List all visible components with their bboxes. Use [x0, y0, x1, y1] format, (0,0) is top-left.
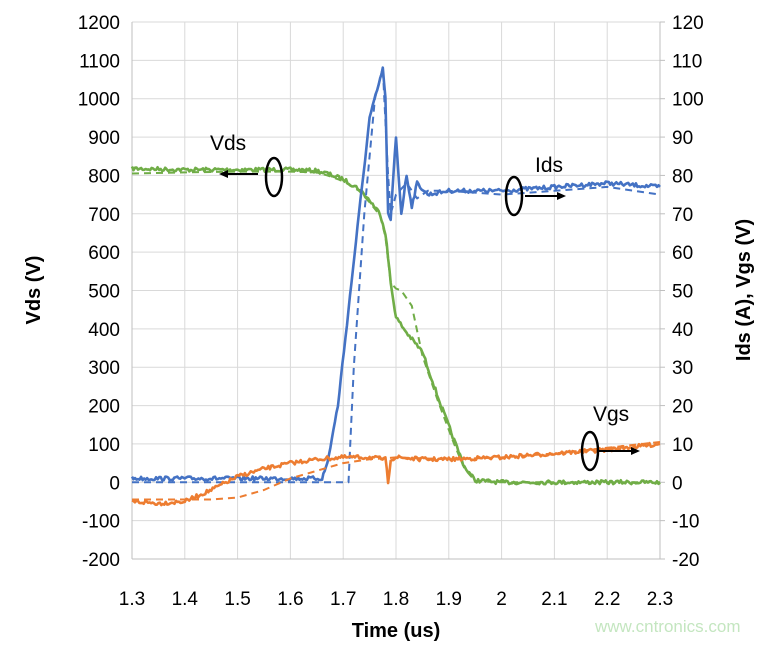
y-tick-label: 600 [88, 243, 120, 264]
annotation-vgs-label: Vgs [593, 403, 629, 426]
arrowhead-right-icon [631, 447, 640, 455]
y-tick-label: 900 [88, 128, 120, 149]
x-tick-label: 1.3 [119, 589, 145, 610]
y2-tick-label: -20 [672, 550, 699, 571]
watermark: www.cntronics.com [595, 617, 741, 636]
annotation-vds-label: Vds [210, 132, 246, 155]
arrowhead-left-icon [219, 170, 228, 178]
series-ids-dashed [132, 67, 661, 484]
y2-tick-label: 10 [672, 435, 693, 456]
y2-tick-label: 20 [672, 397, 693, 418]
x-tick-label: 2.2 [594, 589, 620, 610]
annotation-ids-label: Ids [535, 154, 563, 177]
annotation-vgs-ellipse [580, 430, 600, 472]
arrowhead-right-icon [557, 192, 566, 200]
y-tick-label: 700 [88, 205, 120, 226]
x-tick-label: 1.4 [172, 589, 199, 610]
y-tick-label: -200 [82, 550, 120, 571]
y2-tick-label: 80 [672, 166, 693, 187]
x-tick-label: 1.9 [436, 589, 462, 610]
y-tick-label: 1100 [79, 51, 120, 72]
series-vds-dashed [131, 170, 660, 484]
y-tick-label: 0 [109, 473, 120, 494]
y-tick-label: 1200 [78, 13, 120, 34]
annotation-vgs: Vgs [580, 403, 640, 472]
x-tick-label: 2.3 [647, 589, 673, 610]
x-tick-label: 1.7 [330, 589, 356, 610]
y2-tick-label: 40 [672, 320, 693, 341]
y2-axis-title: Ids (A), Vgs (V) [733, 219, 755, 361]
annotation-ids: Ids [504, 154, 566, 217]
annotation-vds-ellipse [264, 156, 284, 198]
x-tick-label: 1.5 [224, 589, 250, 610]
y-tick-label: 500 [88, 282, 120, 303]
annotation-vds: Vds [210, 132, 284, 198]
y2-tick-label: 60 [672, 243, 693, 264]
x-axis-title: Time (us) [352, 620, 441, 642]
y2-tick-label: 110 [672, 51, 702, 72]
y-tick-label: 300 [88, 358, 120, 379]
series-group [130, 66, 661, 507]
x-tick-label: 2 [496, 589, 507, 610]
y2-tick-label: 0 [672, 473, 683, 494]
x-tick-label: 2.1 [541, 589, 567, 610]
y-tick-label: 1000 [78, 90, 120, 111]
y2-tick-label: 90 [672, 128, 693, 149]
series-ids-solid [130, 66, 661, 482]
y-axis-title: Vds (V) [23, 256, 45, 325]
y2-tick-label: 120 [672, 13, 704, 34]
y2-tick-label: 100 [672, 90, 704, 111]
y2-tick-label: -10 [672, 512, 699, 533]
y-tick-label: 200 [88, 397, 120, 418]
series-vds-solid [130, 166, 661, 486]
y2-tick-label: 30 [672, 358, 693, 379]
y2-tick-label: 50 [672, 282, 693, 303]
x-tick-label: 1.6 [277, 589, 303, 610]
tick-labels: 1.3 1.4 1.5 1.6 1.7 1.8 1.9 2 2.1 2.2 2.3-200-1000… [78, 13, 704, 610]
y-tick-label: -100 [82, 512, 120, 533]
y-tick-label: 100 [88, 435, 120, 456]
annotation-ids-ellipse [504, 175, 524, 217]
x-tick-label: 1.8 [383, 589, 409, 610]
y-tick-label: 800 [88, 166, 120, 187]
series-vgs-dashed [132, 441, 661, 501]
y2-tick-label: 70 [672, 205, 693, 226]
y-tick-label: 400 [88, 320, 120, 341]
